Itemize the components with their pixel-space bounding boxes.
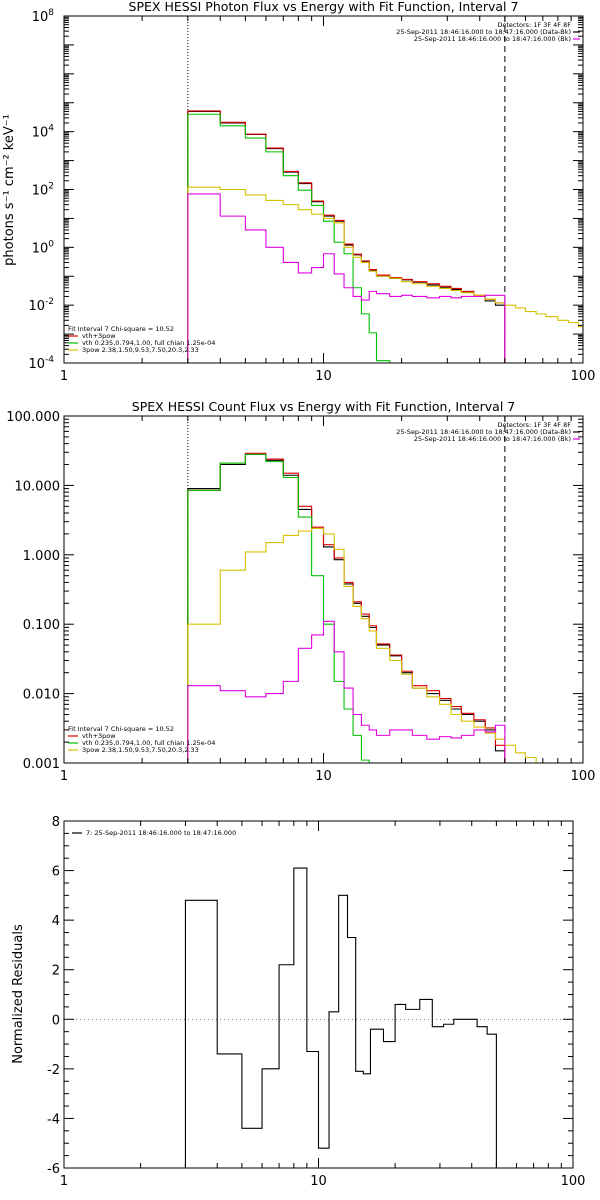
y-tick-base: 10	[28, 357, 45, 372]
y-tick-base: 10	[28, 299, 45, 314]
count-flux-panel: SPEX HESSI Count Flux vs Energy with Fit…	[6, 399, 595, 784]
x-tick-label: 100	[571, 369, 596, 384]
y-tick-label: 0	[52, 1013, 60, 1028]
x-tick-label: 10	[310, 1174, 327, 1189]
series-vth-3pow	[187, 110, 506, 363]
series-7-25-sep-2011-18-46-16-000-to-18-47-16-000	[184, 867, 497, 1168]
y-tick-base: 10	[32, 126, 49, 141]
y-tick-label: 1.000	[23, 549, 60, 564]
series-data-bk	[187, 110, 506, 363]
x-tick-label: 10	[315, 369, 332, 384]
y-tick-label: 6	[52, 865, 60, 880]
series-data-bk	[187, 453, 506, 763]
x-tick-label: 100	[571, 769, 596, 784]
photon-flux-panel: SPEX HESSI Photon Flux vs Energy with Fi…	[2, 0, 595, 384]
x-tick-label: 100	[561, 1174, 586, 1189]
chart-title: SPEX HESSI Count Flux vs Energy with Fit…	[132, 399, 515, 414]
series-bk	[187, 620, 506, 763]
legend-entry-text: vth+3pow	[82, 732, 116, 740]
series-bk	[187, 193, 506, 363]
y-tick-base: 10	[32, 184, 49, 199]
x-tick-label: 1	[60, 769, 68, 784]
series-vth-3pow	[187, 452, 506, 763]
y-tick-label: 10-2	[28, 297, 54, 314]
y-tick-exponent: 2	[48, 182, 54, 192]
y-tick-label: 0.010	[23, 688, 60, 703]
y-tick-exponent: 8	[48, 8, 54, 18]
y-tick-label: 10.000	[15, 479, 61, 494]
legend-entry-text: 25-Sep-2011 18:46:16.000 to 18:47:16.000…	[414, 35, 571, 43]
legend-entry-text: Fit Interval 7 Chi-square = 10.52	[68, 725, 174, 733]
y-tick-label: 100	[32, 239, 55, 256]
y-tick-label: -4	[47, 1112, 60, 1127]
legend-entry-text: Fit Interval 7 Chi-square = 10.52	[68, 325, 174, 333]
y-tick-base: 10	[32, 10, 49, 25]
y-tick-label: -6	[47, 1162, 60, 1177]
x-tick-label: 1	[60, 369, 68, 384]
y-tick-exponent: -2	[45, 297, 54, 307]
series-3pow	[187, 527, 546, 764]
y-axis-label: photons s⁻¹ cm⁻² keV⁻¹	[2, 114, 17, 266]
legend-entry-text: Detectors: 1F 3F 4F 8F	[497, 421, 571, 429]
legend-entry-text: 25-Sep-2011 18:46:16.000 to 18:47:16.000…	[414, 435, 571, 443]
legend-entry-text: 7: 25-Sep-2011 18:46:16.000 to 18:47:16.…	[86, 829, 236, 837]
y-tick-label: 104	[32, 124, 55, 141]
series-vth	[187, 453, 377, 764]
legend-entry-text: 25-Sep-2011 18:46:16.000 to 18:47:16.000…	[396, 28, 571, 36]
y-tick-label: 8	[52, 815, 60, 830]
y-tick-label: 102	[32, 182, 54, 199]
series-vth	[187, 113, 391, 363]
y-tick-label: 0.001	[23, 757, 60, 772]
y-tick-exponent: 0	[48, 239, 54, 249]
y-tick-label: 100.000	[6, 410, 60, 425]
legend-entry-text: 3pow 2.38,1.50,9.53,7.50,20.3,2.33	[82, 346, 199, 354]
chart-title: SPEX HESSI Photon Flux vs Energy with Fi…	[129, 0, 519, 14]
x-tick-label: 1	[60, 1174, 68, 1189]
legend-entry-text: vth+3pow	[82, 332, 116, 340]
y-axis-label: Normalized Residuals	[11, 924, 26, 1064]
residuals-panel: Normalized Residuals 1 10 100 -6 -4 -2 0 2 4 6 8 7: …	[11, 815, 585, 1189]
y-tick-exponent: 4	[48, 124, 54, 134]
y-tick-exponent: -4	[45, 355, 54, 365]
y-tick-label: 108	[32, 8, 55, 25]
legend-entry-text: 3pow 2.38,1.50,9.53,7.50,20.3,2.33	[82, 746, 199, 754]
y-tick-label: -2	[47, 1063, 60, 1078]
legend-entry-text: vth 0.235,0.794,1.00, full chian 1.25e-0…	[82, 339, 215, 347]
legend-entry-text: 25-Sep-2011 18:46:16.000 to 18:47:16.000…	[396, 428, 571, 436]
series-3pow	[187, 186, 583, 363]
legend-entry-text: vth 0.235,0.794,1.00, full chian 1.25e-0…	[82, 739, 215, 747]
y-tick-label: 10-4	[28, 355, 54, 372]
y-tick-label: 4	[52, 914, 60, 929]
legend-entry-text: Detectors: 1F 3F 4F 8F	[497, 21, 571, 29]
x-tick-label: 10	[315, 769, 332, 784]
y-tick-base: 10	[32, 241, 49, 256]
y-tick-label: 0.100	[23, 618, 60, 633]
y-tick-label: 2	[52, 964, 60, 979]
